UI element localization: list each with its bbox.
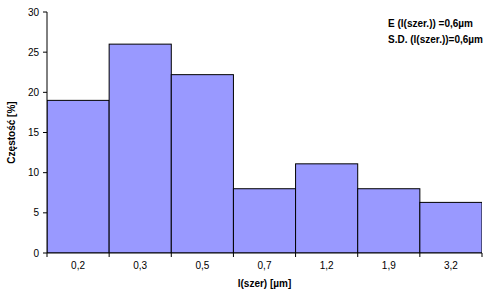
chart: 0 5 10 15 20 25 30 0,2 0,3 0,5 0,7 1,2 1,9 3,2 l(szer)… — [0, 0, 489, 292]
y-tick-label: 15 — [28, 127, 40, 138]
y-tick-label: 25 — [28, 47, 40, 58]
x-tick — [419, 253, 420, 257]
x-axis-label: l(szer) [µm] — [238, 278, 292, 289]
y-tick-label: 0 — [33, 248, 39, 259]
y-tick — [43, 52, 47, 53]
y-axis-label: Częstość [%] — [6, 101, 17, 163]
bar — [47, 100, 109, 253]
bar — [109, 44, 171, 253]
y-tick-label: 10 — [28, 167, 40, 178]
y-tick-label: 30 — [28, 7, 40, 18]
x-tick — [295, 253, 296, 257]
x-tick — [171, 253, 172, 257]
y-tick-label: 5 — [33, 207, 39, 218]
bar — [420, 202, 482, 253]
x-tick-label: 3,2 — [444, 260, 458, 271]
x-tick — [233, 253, 234, 257]
x-tick-label: 0,2 — [71, 260, 85, 271]
y-tick — [43, 253, 47, 254]
y-tick — [43, 172, 47, 173]
y-tick — [43, 132, 47, 133]
bar — [358, 189, 420, 253]
x-axis — [47, 253, 482, 254]
x-tick-label: 1,2 — [320, 260, 334, 271]
x-tick-label: 1,9 — [382, 260, 396, 271]
x-tick-label: 0,7 — [258, 260, 272, 271]
y-tick-label: 20 — [28, 87, 40, 98]
bars — [47, 44, 482, 253]
y-tick — [43, 92, 47, 93]
x-tick — [357, 253, 358, 257]
y-tick — [43, 12, 47, 13]
bar — [296, 164, 358, 253]
x-tick — [482, 253, 483, 257]
bar — [233, 189, 295, 253]
x-tick — [47, 253, 48, 257]
x-tick-label: 0,3 — [133, 260, 147, 271]
y-tick — [43, 212, 47, 213]
annotation: S.D. (l(szer.))=0,6µm — [388, 34, 483, 45]
annotation: E (l(szer.)) =0,6µm — [388, 18, 473, 29]
x-tick-label: 0,5 — [195, 260, 209, 271]
x-tick — [109, 253, 110, 257]
bar — [171, 75, 233, 253]
